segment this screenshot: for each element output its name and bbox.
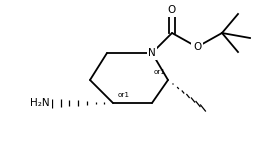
Text: or1: or1	[118, 92, 130, 98]
Text: O: O	[168, 5, 176, 15]
Text: or1: or1	[154, 69, 166, 75]
Text: N: N	[148, 48, 156, 58]
Text: O: O	[193, 42, 201, 52]
Text: H₂N: H₂N	[30, 98, 50, 108]
